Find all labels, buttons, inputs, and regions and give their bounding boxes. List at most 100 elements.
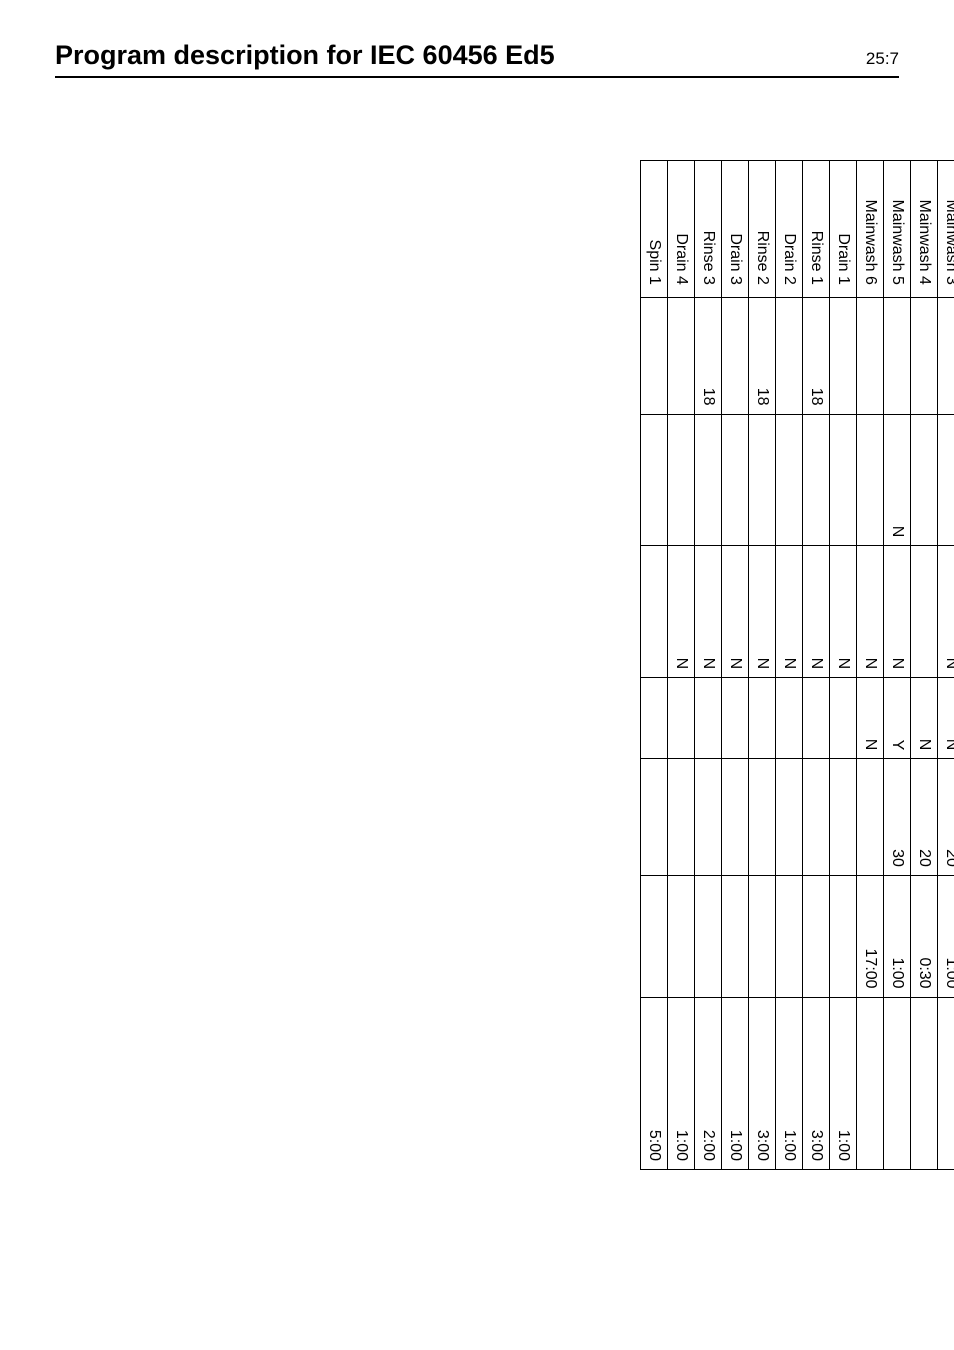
cell-temperature	[749, 759, 776, 876]
cell-sequence: Rinse 1	[803, 161, 830, 298]
cell-time-at-temp	[749, 875, 776, 997]
cell-heating: Y	[884, 678, 911, 759]
cell-time-at-temp	[776, 875, 803, 997]
table-row: Rinse 318 N 2:00	[695, 161, 722, 1170]
cell-temperature	[830, 759, 857, 876]
cell-heating	[722, 678, 749, 759]
cell-water	[884, 297, 911, 414]
cell-rinse-drain-spin: 3:00	[803, 997, 830, 1169]
cell-sequence: Drain 3	[722, 161, 749, 298]
cell-sequence: Mainwash 3	[938, 161, 954, 298]
cell-time-at-temp	[803, 875, 830, 997]
cell-rinse-drain-spin: 1:00	[722, 997, 749, 1169]
cell-time-at-temp: 0:30	[911, 875, 938, 997]
cell-action-heating	[857, 414, 884, 546]
cell-action-wash: N	[776, 546, 803, 678]
cell-heating	[803, 678, 830, 759]
cell-water	[938, 297, 954, 414]
table-row: Mainwash 6 NN 17:00	[857, 161, 884, 1170]
cell-rinse-drain-spin	[884, 997, 911, 1169]
cell-temperature	[776, 759, 803, 876]
table-row: Rinse 118N3:00	[803, 161, 830, 1170]
table-row: Mainwash 3NN201:00	[938, 161, 954, 1170]
cell-action-wash: N	[695, 546, 722, 678]
cell-rinse-drain-spin: 1:00	[776, 997, 803, 1169]
table-row: Spin 1 5:00	[641, 161, 668, 1170]
cell-time-at-temp: 17:00	[857, 875, 884, 997]
page-title: Program description for IEC 60456 Ed5	[55, 40, 555, 71]
cell-heating: N	[911, 678, 938, 759]
page-number: 25:7	[866, 49, 899, 69]
cell-time-at-temp: 1:00	[938, 875, 954, 997]
cell-time-at-temp	[668, 875, 695, 997]
cell-action-heating	[830, 414, 857, 546]
cell-rinse-drain-spin: 5:00	[641, 997, 668, 1169]
cell-action-heating	[668, 414, 695, 546]
cell-action-heating	[722, 414, 749, 546]
cell-time-at-temp	[641, 875, 668, 997]
cell-sequence: Rinse 3	[695, 161, 722, 298]
cell-temperature: 30	[884, 759, 911, 876]
cell-action-wash: N	[749, 546, 776, 678]
cell-time-at-temp	[695, 875, 722, 997]
cell-action-wash: N	[938, 546, 954, 678]
cell-heating: N	[857, 678, 884, 759]
cell-action-wash: N	[722, 546, 749, 678]
cell-sequence: Spin 1	[641, 161, 668, 298]
cell-water: 18	[749, 297, 776, 414]
table-body: Mainwash 126NNY201:00Mainwash 2N200:30Ma…	[641, 161, 954, 1170]
cell-action-wash: N	[830, 546, 857, 678]
cell-rinse-drain-spin: 1:00	[830, 997, 857, 1169]
cell-rinse-drain-spin	[938, 997, 954, 1169]
cell-action-wash: N	[884, 546, 911, 678]
cell-action-heating	[695, 414, 722, 546]
cell-rinse-drain-spin	[857, 997, 884, 1169]
cell-action-wash	[641, 546, 668, 678]
cell-temperature	[857, 759, 884, 876]
cell-water	[857, 297, 884, 414]
cell-heating	[776, 678, 803, 759]
cell-action-heating	[803, 414, 830, 546]
cell-temperature	[722, 759, 749, 876]
cell-water	[830, 297, 857, 414]
cell-action-wash	[911, 546, 938, 678]
cell-sequence: Drain 2	[776, 161, 803, 298]
cell-time-at-temp: 1:00	[884, 875, 911, 997]
cell-temperature	[641, 759, 668, 876]
cell-temperature: 20	[911, 759, 938, 876]
cell-action-heating: N	[884, 414, 911, 546]
cell-heating	[749, 678, 776, 759]
program-table: Sequence Water Supply (litre) Action dur…	[640, 160, 954, 1170]
cell-heating	[668, 678, 695, 759]
table-row: Drain 3 N 1:00	[722, 161, 749, 1170]
cell-heating: N	[938, 678, 954, 759]
cell-time-at-temp	[722, 875, 749, 997]
cell-water	[641, 297, 668, 414]
table-row: Drain 2 N 1:00	[776, 161, 803, 1170]
cell-water	[776, 297, 803, 414]
table-row: Mainwash 5NNY301:00	[884, 161, 911, 1170]
cell-sequence: Mainwash 4	[911, 161, 938, 298]
cell-temperature	[695, 759, 722, 876]
cell-sequence: Mainwash 5	[884, 161, 911, 298]
cell-water	[722, 297, 749, 414]
cell-action-wash: N	[857, 546, 884, 678]
cell-action-wash: N	[668, 546, 695, 678]
cell-sequence: Rinse 2	[749, 161, 776, 298]
cell-temperature: 20	[938, 759, 954, 876]
table-row: Drain 1 N 1:00	[830, 161, 857, 1170]
cell-water: 18	[695, 297, 722, 414]
rotated-table-region: IEC 60456 Ed5 Cotton 30ºC (Wascator FOM …	[640, 160, 954, 1170]
cell-sequence: Drain 1	[830, 161, 857, 298]
cell-action-heating	[938, 414, 954, 546]
cell-heating	[641, 678, 668, 759]
cell-rinse-drain-spin	[911, 997, 938, 1169]
cell-time-at-temp	[830, 875, 857, 997]
cell-action-heating	[749, 414, 776, 546]
cell-action-wash: N	[803, 546, 830, 678]
page: Program description for IEC 60456 Ed5 25…	[0, 0, 954, 1350]
cell-sequence: Mainwash 6	[857, 161, 884, 298]
table-row: Mainwash 4 N200:30	[911, 161, 938, 1170]
cell-rinse-drain-spin: 2:00	[695, 997, 722, 1169]
cell-temperature	[803, 759, 830, 876]
